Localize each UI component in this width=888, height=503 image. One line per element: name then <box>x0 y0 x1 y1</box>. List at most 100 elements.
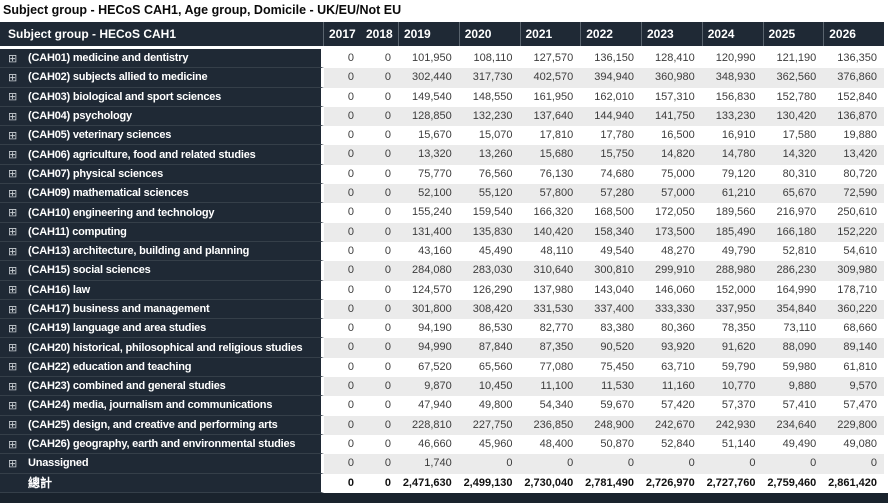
row-label-cell[interactable]: ⊞ (CAH13) architecture, building and plan… <box>0 241 324 262</box>
value-cell[interactable]: 132,230 <box>458 106 520 127</box>
value-cell[interactable]: 59,980 <box>762 357 824 378</box>
value-cell[interactable]: 308,420 <box>458 299 520 320</box>
value-cell[interactable]: 14,780 <box>701 145 763 165</box>
value-cell[interactable]: 146,060 <box>641 280 702 300</box>
column-header-2026[interactable]: 2026 <box>823 22 884 46</box>
value-cell[interactable]: 152,780 <box>762 87 824 107</box>
value-cell[interactable]: 137,640 <box>519 106 581 127</box>
row-label-cell[interactable]: ⊞ (CAH01) medicine and dentistry <box>0 49 324 69</box>
value-cell[interactable]: 234,640 <box>762 415 824 435</box>
value-cell[interactable]: 317,730 <box>458 68 520 88</box>
row-label-cell[interactable]: ⊞ (CAH20) historical, philosophical and r… <box>0 338 324 358</box>
value-cell[interactable]: 301,800 <box>398 299 459 320</box>
value-cell[interactable]: 13,420 <box>823 145 884 165</box>
column-header-2022[interactable]: 2022 <box>580 22 641 46</box>
value-cell[interactable]: 82,770 <box>519 319 581 339</box>
value-cell[interactable]: 152,840 <box>823 87 884 107</box>
value-cell[interactable]: 0 <box>324 319 361 339</box>
value-cell[interactable]: 0 <box>762 454 824 474</box>
value-cell[interactable]: 172,050 <box>641 203 702 223</box>
value-cell[interactable]: 11,100 <box>519 377 581 397</box>
value-cell[interactable]: 0 <box>324 357 361 378</box>
value-cell[interactable]: 15,670 <box>398 126 459 146</box>
value-cell[interactable]: 0 <box>324 377 361 397</box>
value-cell[interactable]: 130,420 <box>762 106 824 127</box>
value-cell[interactable]: 15,680 <box>519 145 581 165</box>
row-label-cell[interactable]: ⊞ (CAH09) mathematical sciences <box>0 184 324 204</box>
value-cell[interactable]: 87,840 <box>458 338 520 358</box>
value-cell[interactable]: 0 <box>701 454 763 474</box>
value-cell[interactable]: 127,570 <box>519 49 581 69</box>
expand-plus-icon[interactable]: ⊞ <box>8 283 18 297</box>
value-cell[interactable]: 228,810 <box>398 415 459 435</box>
value-cell[interactable]: 284,080 <box>398 261 459 281</box>
value-cell[interactable]: 242,670 <box>641 415 702 435</box>
value-cell[interactable]: 2,726,970 <box>641 473 702 493</box>
value-cell[interactable]: 87,350 <box>519 338 581 358</box>
expand-plus-icon[interactable]: ⊞ <box>8 341 18 355</box>
value-cell[interactable]: 0 <box>361 338 398 358</box>
expand-plus-icon[interactable]: ⊞ <box>8 128 18 142</box>
value-cell[interactable]: 57,470 <box>823 396 884 416</box>
value-cell[interactable]: 300,810 <box>580 261 641 281</box>
value-cell[interactable]: 45,490 <box>458 241 520 262</box>
expand-plus-icon[interactable]: ⊞ <box>8 90 18 104</box>
value-cell[interactable]: 45,960 <box>458 434 520 455</box>
value-cell[interactable]: 76,130 <box>519 164 581 185</box>
row-label-cell[interactable]: ⊞ (CAH04) psychology <box>0 106 324 127</box>
value-cell[interactable]: 49,080 <box>823 434 884 455</box>
value-cell[interactable]: 2,499,130 <box>458 473 520 493</box>
value-cell[interactable]: 94,190 <box>398 319 459 339</box>
value-cell[interactable]: 189,560 <box>701 203 763 223</box>
column-header-2019[interactable]: 2019 <box>398 22 459 46</box>
expand-plus-icon[interactable]: ⊞ <box>8 302 18 316</box>
value-cell[interactable]: 74,680 <box>580 164 641 185</box>
expand-plus-icon[interactable]: ⊞ <box>8 186 18 200</box>
value-cell[interactable]: 136,870 <box>823 106 884 127</box>
row-label-cell[interactable]: ⊞ (CAH11) computing <box>0 222 324 242</box>
value-cell[interactable]: 54,340 <box>519 396 581 416</box>
value-cell[interactable]: 168,500 <box>580 203 641 223</box>
value-cell[interactable]: 0 <box>324 164 361 185</box>
value-cell[interactable]: 0 <box>324 280 361 300</box>
value-cell[interactable]: 0 <box>641 454 702 474</box>
value-cell[interactable]: 0 <box>361 299 398 320</box>
row-label-cell[interactable]: ⊞ (CAH23) combined and general studies <box>0 377 324 397</box>
value-cell[interactable]: 79,120 <box>701 164 763 185</box>
value-cell[interactable]: 331,530 <box>519 299 581 320</box>
value-cell[interactable]: 0 <box>324 241 361 262</box>
expand-plus-icon[interactable]: ⊞ <box>8 263 18 277</box>
value-cell[interactable]: 0 <box>324 222 361 242</box>
column-header-subject-group[interactable]: Subject group - HECoS CAH1 <box>0 22 324 46</box>
value-cell[interactable]: 0 <box>324 261 361 281</box>
value-cell[interactable]: 80,360 <box>641 319 702 339</box>
value-cell[interactable]: 143,040 <box>580 280 641 300</box>
value-cell[interactable]: 0 <box>324 106 361 127</box>
row-label-cell[interactable]: ⊞ (CAH17) business and management <box>0 299 324 320</box>
value-cell[interactable]: 2,471,630 <box>398 473 459 493</box>
value-cell[interactable]: 166,180 <box>762 222 824 242</box>
value-cell[interactable]: 166,320 <box>519 203 581 223</box>
value-cell[interactable]: 59,790 <box>701 357 763 378</box>
value-cell[interactable]: 2,781,490 <box>580 473 641 493</box>
value-cell[interactable]: 46,660 <box>398 434 459 455</box>
value-cell[interactable]: 15,750 <box>580 145 641 165</box>
value-cell[interactable]: 9,570 <box>823 377 884 397</box>
value-cell[interactable]: 310,640 <box>519 261 581 281</box>
row-label-cell[interactable]: ⊞ (CAH22) education and teaching <box>0 357 324 378</box>
value-cell[interactable]: 155,240 <box>398 203 459 223</box>
value-cell[interactable]: 248,900 <box>580 415 641 435</box>
value-cell[interactable]: 86,530 <box>458 319 520 339</box>
value-cell[interactable]: 0 <box>361 87 398 107</box>
value-cell[interactable]: 144,940 <box>580 106 641 127</box>
value-cell[interactable]: 0 <box>361 164 398 185</box>
value-cell[interactable]: 19,880 <box>823 126 884 146</box>
value-cell[interactable]: 49,490 <box>762 434 824 455</box>
value-cell[interactable]: 11,530 <box>580 377 641 397</box>
value-cell[interactable]: 2,730,040 <box>519 473 581 493</box>
value-cell[interactable]: 136,150 <box>580 49 641 69</box>
value-cell[interactable]: 49,790 <box>701 241 763 262</box>
value-cell[interactable]: 299,910 <box>641 261 702 281</box>
row-label-cell[interactable]: ⊞ (CAH10) engineering and technology <box>0 203 324 223</box>
value-cell[interactable]: 68,660 <box>823 319 884 339</box>
